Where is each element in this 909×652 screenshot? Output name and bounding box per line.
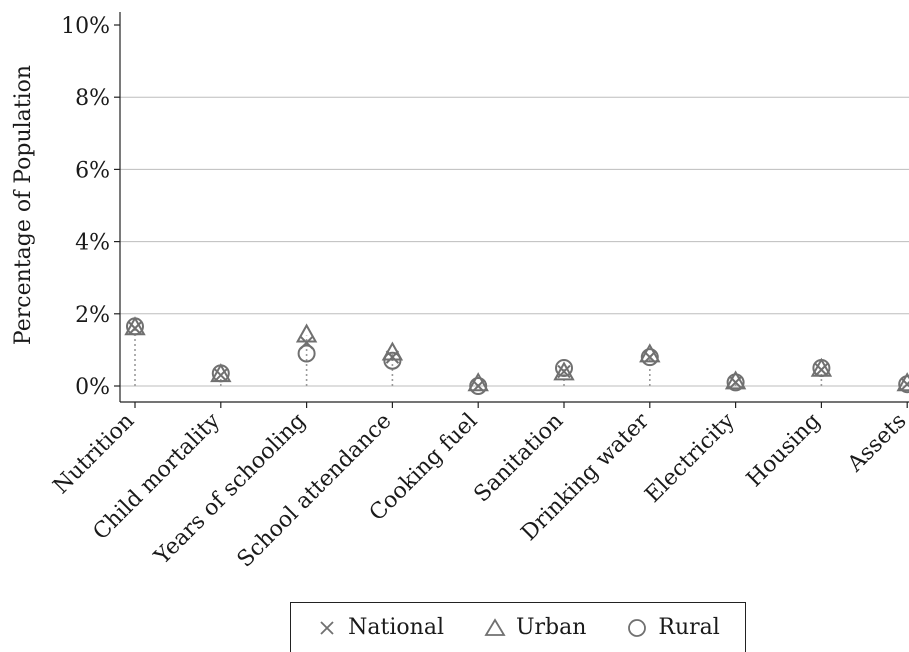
x-tick-label: School attendance	[233, 409, 397, 573]
legend: National Urban Rural	[290, 602, 746, 652]
x-tick-label: Electricity	[641, 408, 741, 508]
triangle-marker-icon	[484, 617, 506, 636]
y-tick-label: 8%	[75, 86, 110, 111]
legend-label-rural: Rural	[658, 615, 720, 640]
y-tick-label: 4%	[75, 231, 110, 256]
y-tick-label: 6%	[75, 158, 110, 183]
stem-lines	[134, 326, 909, 386]
point-urban	[381, 341, 404, 361]
point-rural	[297, 344, 316, 363]
legend-item-rural: Rural	[626, 615, 720, 640]
x-marker-icon	[320, 620, 334, 635]
x-tick-label: Housing	[742, 409, 826, 493]
gridlines	[120, 96, 909, 387]
legend-label-urban: Urban	[515, 615, 587, 640]
circle-marker-icon	[628, 618, 647, 637]
point-urban	[553, 361, 575, 381]
point-rural	[469, 377, 488, 395]
point-rural	[812, 358, 831, 377]
y-axis-label: Percentage of Population	[11, 65, 36, 345]
point-urban	[896, 372, 909, 392]
point-urban	[467, 372, 489, 392]
y-tick-label: 2%	[75, 303, 110, 328]
point-rural	[383, 351, 402, 370]
point-urban	[639, 343, 661, 363]
point-rural	[555, 358, 573, 377]
x-tick-label: Years of schooling	[149, 409, 311, 571]
point-urban	[724, 370, 747, 390]
x-tick-label: Assets	[842, 409, 909, 478]
y-tick-labels: 0% 2% 4% 6% 8% 10%	[61, 14, 110, 400]
point-rural	[898, 375, 909, 394]
point-rural	[126, 317, 144, 336]
point-urban	[295, 323, 318, 343]
y-tick-label: 0%	[75, 375, 110, 400]
y-tick-label: 10%	[61, 14, 110, 39]
legend-label-national: National	[348, 615, 444, 640]
x-tick-label: Nutrition	[49, 409, 140, 500]
point-rural	[211, 364, 230, 383]
legend-item-national: National	[316, 615, 444, 640]
point-rural	[726, 373, 745, 392]
axes	[114, 12, 909, 408]
point-rural	[640, 348, 659, 367]
data-points	[124, 316, 909, 395]
legend-item-urban: Urban	[484, 615, 586, 640]
